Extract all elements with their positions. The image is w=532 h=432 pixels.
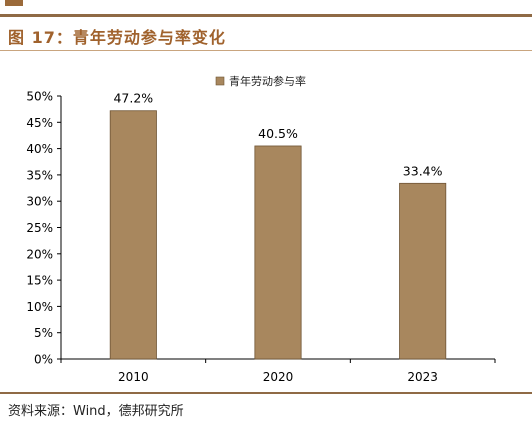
legend: 青年劳动参与率 (215, 74, 306, 88)
y-tick-label: 50% (26, 90, 53, 104)
y-tick-label: 35% (26, 168, 53, 182)
header-rule (0, 14, 532, 17)
x-axis: 2010 2020 2023 (60, 358, 496, 384)
data-label: 40.5% (258, 126, 298, 141)
y-tick-label: 10% (26, 300, 53, 314)
y-tick-label: 20% (26, 247, 53, 261)
y-tick-label: 15% (26, 274, 53, 288)
y-tick-label: 45% (26, 116, 53, 130)
source-note: 资料来源：Wind，德邦研究所 (8, 404, 184, 419)
bar-2010 (109, 110, 157, 360)
bar-chart: 青年劳动参与率 0%5%10%15%20%25%30%35%40%45%50% … (26, 74, 496, 384)
bars (109, 110, 447, 360)
data-label: 47.2% (113, 91, 153, 106)
bar-2023 (399, 182, 447, 360)
title-rule (0, 50, 532, 51)
data-label: 33.4% (403, 163, 443, 178)
data-labels: 47.2% 40.5% 33.4% (113, 91, 442, 179)
x-tick-label: 2023 (407, 370, 438, 384)
x-tick-label: 2010 (118, 370, 149, 384)
y-tick-label: 25% (26, 221, 53, 235)
y-tick-label: 5% (34, 326, 53, 340)
footer-rule (0, 392, 532, 394)
y-axis: 0% 5% 10% 15% 20% 25% 30% 35% 40% 45% 50% (26, 90, 62, 367)
legend-swatch (215, 76, 225, 86)
y-tick-label: 30% (26, 195, 53, 209)
header-accent-bar (5, 0, 23, 6)
x-tick-label: 2020 (263, 370, 294, 384)
y-tick-label: 0% (34, 353, 53, 367)
bar-2020 (254, 145, 302, 360)
y-tick-label: 40% (26, 142, 53, 156)
legend-label: 青年劳动参与率 (229, 74, 306, 88)
figure-title: 图 17：青年劳动参与率变化 (8, 28, 226, 47)
